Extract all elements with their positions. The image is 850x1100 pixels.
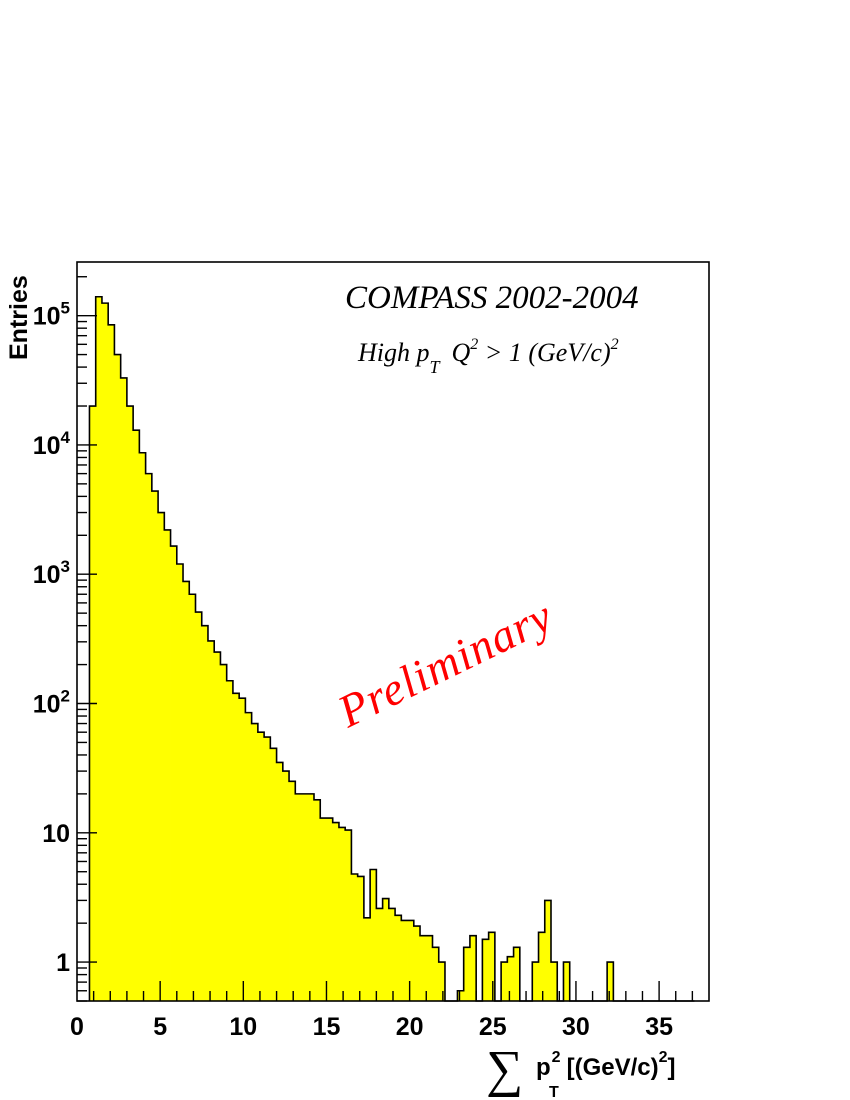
- histogram-bin: [95, 296, 103, 1002]
- histogram-bin: [251, 723, 259, 1001]
- histogram-bin: [207, 640, 215, 1001]
- histogram-bin: [314, 799, 321, 1001]
- histogram-bin: [282, 771, 290, 1001]
- histogram-bin: [332, 822, 340, 1001]
- histogram-bin: [551, 962, 558, 1001]
- histogram-bin: [326, 818, 334, 1001]
- y-axis-label: Entries: [5, 275, 33, 360]
- histogram-bin: [120, 377, 128, 1001]
- y-axis-ticks: 1 10 102 103 104 105: [33, 276, 97, 1002]
- histogram-bin: [145, 473, 153, 1001]
- histogram-bin: [270, 748, 277, 1001]
- sum-symbol: ∑: [486, 1041, 523, 1098]
- histogram-bin: [139, 452, 147, 1002]
- histogram-bin: [289, 781, 296, 1001]
- x-axis-ticks: 0 5 10 15 20 25 30 35: [70, 981, 694, 1041]
- x-axis-label: ∑ p2 [(GeV/c)2] T: [486, 1041, 676, 1100]
- histogram-outline: [88, 295, 695, 1002]
- histogram-bin: [363, 917, 371, 1001]
- histogram-fill: [89, 296, 614, 1002]
- histogram-bin: [164, 529, 171, 1001]
- y-tick-label: 104: [33, 428, 71, 460]
- histogram-bin: [420, 935, 427, 1001]
- histogram-bin: [108, 324, 115, 1001]
- histogram-bin: [563, 962, 571, 1001]
- histogram-bin: [607, 962, 614, 1001]
- y-tick-label: 10: [42, 820, 70, 848]
- histogram-bin: [276, 762, 284, 1001]
- x-axis-label-subscript: T: [549, 1084, 559, 1100]
- histogram-bin: [357, 876, 365, 1001]
- histogram-bin: [307, 793, 315, 1001]
- histogram-bin: [513, 947, 521, 1001]
- histogram-bin: [482, 939, 490, 1001]
- histogram-bin: [301, 793, 309, 1001]
- histogram-bin: [232, 693, 240, 1001]
- histogram-bin: [507, 956, 514, 1001]
- histogram-bin: [351, 874, 359, 1001]
- histogram-step-line: [88, 295, 695, 1002]
- histogram-bin: [388, 908, 396, 1001]
- x-tick-label: 30: [562, 1013, 590, 1041]
- x-axis-label-text: p2 [(GeV/c)2]: [536, 1049, 676, 1081]
- x-tick-label: 35: [645, 1013, 673, 1041]
- histogram-bin: [432, 947, 440, 1001]
- histogram-bin: [320, 818, 327, 1001]
- histogram-bin: [488, 932, 496, 1001]
- histogram-bin: [151, 491, 159, 1001]
- histogram-bin: [438, 962, 446, 1001]
- histogram-bin: [176, 563, 184, 1001]
- histogram-bin: [376, 908, 384, 1001]
- x-tick-label: 5: [153, 1013, 167, 1041]
- histogram-bin: [239, 698, 246, 1001]
- y-tick-label: 102: [33, 687, 70, 719]
- histogram-bin: [382, 898, 390, 1001]
- histogram-bin: [126, 406, 134, 1001]
- histogram-bin: [426, 935, 433, 1001]
- histogram-bin: [407, 920, 415, 1001]
- histogram-bin: [401, 920, 408, 1001]
- histogram-bin: [395, 915, 402, 1001]
- histogram-bin: [214, 652, 221, 1001]
- x-tick-label: 0: [70, 1013, 84, 1041]
- histogram-bin: [501, 962, 508, 1001]
- x-tick-label: 10: [229, 1013, 257, 1041]
- histogram-bin: [183, 581, 190, 1001]
- histogram-bin: [532, 962, 539, 1001]
- preliminary-watermark: Preliminary: [329, 590, 560, 738]
- histogram-bin: [158, 512, 165, 1001]
- histogram-bin: [295, 793, 302, 1001]
- histogram-bin: [133, 430, 140, 1001]
- cut-annotation: High pT Q2 > 1 (GeV/c)2: [357, 336, 619, 377]
- histogram-bin: [226, 680, 234, 1001]
- chart-title: COMPASS 2002-2004: [345, 280, 639, 316]
- histogram-bin: [413, 926, 421, 1001]
- histogram-bin: [463, 947, 471, 1001]
- x-tick-label: 25: [479, 1013, 507, 1041]
- y-tick-label: 1: [56, 949, 70, 977]
- histogram-bin: [469, 935, 477, 1001]
- histogram-bin: [544, 900, 552, 1001]
- histogram-bin: [538, 932, 546, 1001]
- x-tick-label: 20: [396, 1013, 424, 1041]
- histogram-bin: [264, 737, 271, 1001]
- histogram-bin: [114, 354, 122, 1001]
- histogram-bin: [345, 830, 352, 1001]
- histogram-bin: [220, 664, 228, 1001]
- x-tick-label: 15: [313, 1013, 341, 1041]
- y-tick-label: 103: [33, 557, 70, 589]
- histogram-bin: [195, 612, 203, 1001]
- histogram-bin: [245, 712, 253, 1001]
- histogram-bin: [201, 625, 209, 1001]
- histogram-bin: [101, 303, 109, 1001]
- histogram-bin: [457, 990, 465, 1001]
- histogram-bin: [170, 546, 178, 1001]
- y-tick-label: 105: [33, 299, 70, 331]
- histogram-bin: [370, 869, 377, 1001]
- histogram-bin: [338, 827, 346, 1001]
- histogram-bin: [189, 594, 196, 1001]
- histogram-bin: [257, 732, 265, 1001]
